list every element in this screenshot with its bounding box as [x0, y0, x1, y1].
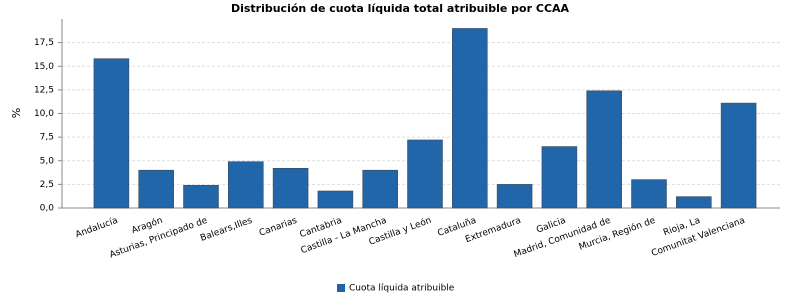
- y-tick-label: 12,5: [34, 85, 54, 95]
- bar: [407, 139, 443, 209]
- bar: [228, 161, 264, 209]
- bar: [541, 146, 578, 209]
- x-tick-label: Murcia, Región de: [577, 215, 657, 253]
- bar: [362, 169, 398, 209]
- bar: [452, 28, 488, 209]
- bar: [138, 169, 174, 209]
- y-tick-label: 0,0: [40, 204, 55, 214]
- x-tick-label: Balears,Illes: [199, 216, 254, 244]
- bar: [720, 102, 757, 209]
- x-tick-label: Canarias: [258, 216, 299, 239]
- y-tick-label: 10,0: [34, 109, 54, 119]
- y-tick-label: 2,5: [40, 180, 54, 190]
- y-tick-label: 7,5: [40, 133, 54, 143]
- y-tick-label: 5,0: [40, 156, 55, 166]
- legend-label: Cuota líquida atribuible: [349, 284, 455, 294]
- chart-title: Distribución de cuota líquida total atri…: [231, 2, 570, 15]
- bar: [317, 190, 354, 209]
- bar: [93, 58, 130, 209]
- y-axis-label: %: [10, 108, 23, 118]
- bar: [496, 184, 533, 209]
- y-tick-label: 15,0: [34, 62, 54, 72]
- bar: [272, 168, 309, 209]
- bar: [631, 179, 667, 209]
- legend-swatch: [337, 284, 345, 292]
- x-tick-label: Andalucía: [74, 216, 119, 241]
- bar: [586, 90, 622, 209]
- y-tick-label: 17,5: [34, 38, 54, 48]
- bar: [183, 185, 219, 209]
- bar: [676, 196, 712, 209]
